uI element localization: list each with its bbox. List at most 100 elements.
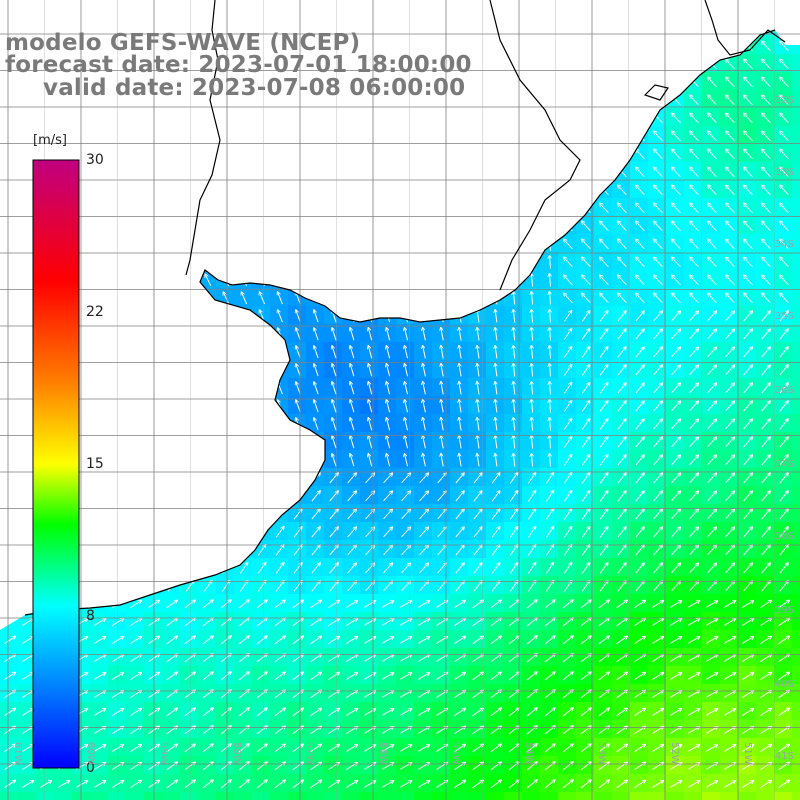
wind-speed-cell — [450, 324, 469, 343]
wind-speed-cell — [450, 684, 469, 703]
wind-arrow — [708, 203, 717, 214]
wind-speed-cell — [594, 486, 613, 505]
wind-speed-cell — [540, 774, 559, 793]
wind-arrow — [762, 41, 771, 52]
wind-arrow — [761, 347, 770, 358]
wind-speed-cell — [774, 576, 793, 595]
wind-arrow — [635, 329, 644, 340]
wind-speed-cell — [180, 738, 199, 757]
wind-speed-cell — [792, 72, 800, 91]
wind-arrow — [726, 203, 735, 214]
wind-arrow — [762, 77, 771, 88]
wind-arrow — [550, 310, 551, 323]
wind-speed-cell — [450, 720, 469, 739]
wind-speed-cell — [666, 702, 685, 721]
wind-speed-cell — [612, 450, 631, 469]
wind-speed-cell — [0, 756, 19, 775]
wind-speed-cell — [378, 468, 397, 487]
wind-speed-cell — [792, 36, 800, 55]
wind-arrow — [332, 382, 337, 395]
wind-speed-cell — [378, 522, 397, 541]
wind-arrow — [386, 364, 391, 377]
wind-speed-cell — [612, 666, 631, 685]
wind-arrow — [708, 95, 717, 106]
wind-speed-cell — [684, 324, 703, 343]
wind-speed-cell — [558, 666, 577, 685]
wind-speed-cell — [684, 450, 703, 469]
wind-speed-cell — [504, 774, 523, 793]
wind-speed-cell — [342, 648, 361, 667]
wind-speed-cell — [216, 612, 235, 631]
wind-speed-cell — [792, 306, 800, 325]
wind-speed-cell — [162, 594, 181, 613]
wind-speed-cell — [270, 756, 289, 775]
wind-speed-cell — [630, 684, 649, 703]
wind-speed-cell — [792, 486, 800, 505]
wind-arrow — [780, 77, 789, 88]
wind-speed-cell — [396, 486, 415, 505]
wind-arrow — [653, 347, 663, 358]
wind-speed-cell — [324, 792, 343, 800]
wind-speed-cell — [540, 414, 559, 433]
wind-speed-cell — [648, 342, 667, 361]
wind-speed-cell — [702, 432, 721, 451]
wind-speed-cell — [648, 522, 667, 541]
wind-speed-cell — [468, 576, 487, 595]
wind-speed-cell — [702, 630, 721, 649]
wind-speed-cell — [414, 756, 433, 775]
wind-speed-cell — [792, 90, 800, 109]
wind-speed-cell — [648, 702, 667, 721]
wind-speed-cell — [738, 774, 757, 793]
wind-arrow — [725, 329, 735, 340]
wind-arrow — [477, 346, 480, 359]
wind-speed-cell — [342, 774, 361, 793]
wind-speed-cell — [738, 612, 757, 631]
wind-speed-cell — [720, 774, 739, 793]
wind-speed-cell — [702, 684, 721, 703]
wind-speed-cell — [522, 612, 541, 631]
wind-speed-cell — [702, 306, 721, 325]
wind-speed-cell — [486, 522, 505, 541]
wind-arrow — [708, 275, 717, 286]
wind-speed-cell — [702, 720, 721, 739]
wind-speed-cell — [666, 774, 685, 793]
wind-speed-cell — [666, 666, 685, 685]
wind-speed-cell — [594, 504, 613, 523]
wind-speed-cell — [630, 612, 649, 631]
wind-speed-cell — [450, 738, 469, 757]
wind-speed-cell — [558, 774, 577, 793]
wind-arrow — [707, 311, 717, 322]
wind-speed-cell — [414, 540, 433, 559]
wind-arrow — [636, 185, 645, 196]
wind-arrow — [582, 275, 591, 286]
wind-speed-cell — [450, 756, 469, 775]
wind-arrow — [582, 221, 591, 232]
wind-speed-cell — [270, 648, 289, 667]
wind-speed-cell — [18, 648, 37, 667]
wind-speed-cell — [720, 540, 739, 559]
wind-arrow — [635, 347, 644, 358]
wind-arrow — [672, 113, 681, 124]
wind-speed-cell — [576, 666, 595, 685]
wind-arrow — [780, 203, 789, 214]
wind-speed-cell — [414, 702, 433, 721]
wind-speed-cell — [414, 324, 433, 343]
wind-speed-cell — [666, 720, 685, 739]
wind-speed-cell — [306, 720, 325, 739]
wind-speed-cell — [468, 414, 487, 433]
wind-speed-cell — [720, 684, 739, 703]
wind-speed-cell — [702, 558, 721, 577]
wind-speed-cell — [18, 720, 37, 739]
wind-speed-cell — [432, 414, 451, 433]
wind-speed-cell — [792, 432, 800, 451]
wind-speed-cell — [468, 396, 487, 415]
wind-speed-cell — [234, 792, 253, 800]
wind-speed-cell — [702, 792, 721, 800]
wind-speed-cell — [666, 432, 685, 451]
wind-speed-cell — [360, 648, 379, 667]
wind-speed-cell — [90, 774, 109, 793]
wind-speed-cell — [324, 756, 343, 775]
wind-speed-cell — [90, 612, 109, 631]
wind-speed-cell — [594, 666, 613, 685]
wind-speed-cell — [576, 774, 595, 793]
